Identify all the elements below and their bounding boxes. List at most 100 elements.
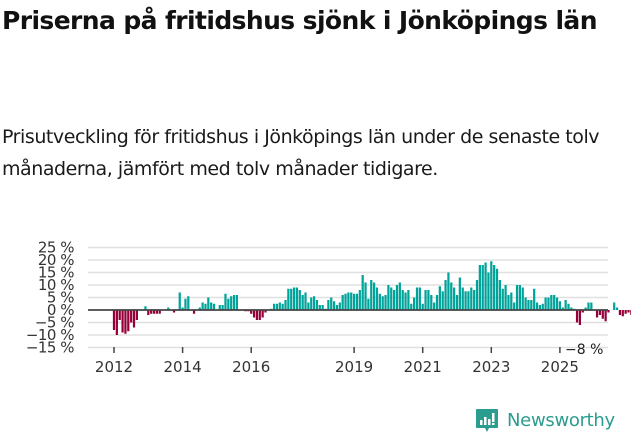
bar [555, 297, 559, 310]
bar [427, 290, 430, 310]
bar [155, 310, 158, 314]
bar [418, 287, 421, 310]
bar [172, 310, 176, 313]
bar [315, 300, 319, 310]
x-tick-label: 2012 [95, 358, 133, 376]
bar [275, 303, 279, 310]
bar [404, 292, 407, 310]
bar [527, 300, 530, 310]
bar [258, 310, 261, 320]
bar [601, 310, 604, 319]
bar-chart-speech-bubble-icon [475, 408, 499, 432]
bar [421, 303, 424, 310]
bar [292, 287, 296, 310]
bar [318, 305, 321, 310]
bar [604, 310, 607, 322]
bar [367, 298, 370, 310]
bar [558, 301, 562, 310]
y-tick-label: 15 % [38, 264, 74, 282]
bar [578, 310, 582, 325]
bar [481, 265, 484, 310]
bar [458, 277, 461, 310]
bar [298, 290, 301, 310]
bar [484, 262, 487, 310]
logo-text: Newsworthy [507, 409, 615, 431]
bar [115, 310, 118, 335]
bar [390, 287, 393, 310]
bar [221, 305, 224, 310]
newsworthy-logo[interactable]: Newsworthy [475, 408, 615, 432]
y-tick-label: −10 % [26, 326, 74, 344]
bar [181, 307, 184, 310]
x-tick-label: 2016 [232, 358, 270, 376]
bar [135, 310, 138, 320]
bar [504, 285, 507, 310]
bar [430, 295, 433, 310]
bar [375, 287, 379, 310]
bar [158, 310, 161, 314]
bar [490, 261, 493, 310]
y-tick-label: −15 % [26, 339, 74, 357]
bar [327, 300, 330, 310]
bar [581, 310, 584, 313]
x-tick-label: 2019 [335, 358, 373, 376]
bar [118, 310, 121, 320]
y-tick-label: 5 % [47, 289, 74, 307]
bar [615, 307, 619, 310]
bar [307, 302, 310, 310]
y-axis-labels: 25 %20 %15 %10 %5 %0 %−5 %−10 %−15 % [26, 239, 75, 357]
bar [455, 295, 459, 310]
bar [364, 282, 367, 310]
x-tick-label: 2014 [164, 358, 202, 376]
bar [501, 288, 504, 310]
bar [587, 302, 590, 310]
bar [132, 310, 136, 328]
bar [424, 290, 427, 310]
chart-canvas: 25 %20 %15 %10 %5 %0 %−5 %−10 %−15 % 201… [26, 239, 631, 376]
bar [330, 297, 333, 310]
chart-subtitle: Prisutveckling för fritidshus i Jönköpin… [2, 126, 600, 180]
bar [450, 282, 453, 310]
bar [393, 290, 396, 310]
bar [321, 305, 324, 310]
bar [441, 291, 444, 310]
bar [413, 297, 416, 310]
bar [387, 285, 390, 310]
bar [310, 297, 313, 310]
bar [541, 303, 544, 310]
bar [207, 297, 210, 310]
bar [495, 268, 499, 310]
bar [461, 287, 464, 310]
bar [590, 302, 593, 310]
bar [513, 302, 516, 310]
bar [332, 301, 336, 310]
bar [498, 280, 501, 310]
bar [521, 287, 524, 310]
bar [252, 310, 256, 318]
bar [453, 287, 456, 310]
bar [352, 293, 356, 310]
bar [381, 296, 384, 310]
bar [438, 286, 441, 310]
bar [150, 310, 153, 314]
chart-title: Priserna på fritidshus sjönk i Jönköping… [2, 6, 597, 35]
x-axis: 2012 2014 2016 2019 2021 2023 2025 [95, 347, 579, 376]
bar [613, 302, 616, 310]
bar [621, 310, 624, 317]
bar [433, 302, 436, 310]
bar [518, 285, 521, 310]
bar [535, 302, 539, 310]
bar [341, 295, 344, 310]
bar [130, 310, 133, 323]
bar [278, 302, 281, 310]
bar [410, 303, 413, 310]
bar [361, 275, 364, 310]
bar [627, 310, 630, 313]
bar [561, 307, 564, 310]
bar [347, 292, 350, 310]
bar [372, 282, 376, 310]
bar [567, 303, 570, 310]
bar [595, 310, 599, 318]
bar [284, 300, 287, 310]
last-value-label: −8 % [565, 342, 603, 358]
